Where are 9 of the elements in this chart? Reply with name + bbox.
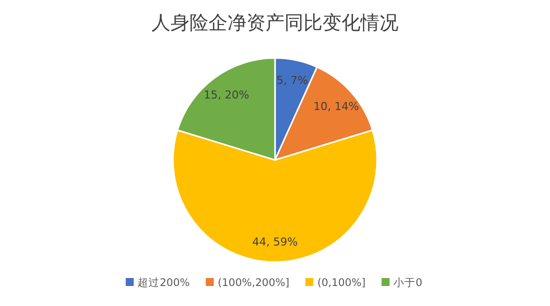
legend-label: (0,100%] (317, 277, 366, 289)
data-label: 10, 14% (314, 100, 359, 114)
data-label: 44, 59% (252, 236, 298, 249)
chart-title: 人身险企净资产同比变化情况 (152, 12, 398, 34)
legend-label: (100%,200%] (218, 277, 290, 289)
data-label: 15, 20% (204, 88, 250, 102)
legend-label: 小于0 (394, 276, 422, 289)
legend-label: 超过200% (138, 276, 190, 289)
data-label: 5, 7% (276, 74, 308, 88)
